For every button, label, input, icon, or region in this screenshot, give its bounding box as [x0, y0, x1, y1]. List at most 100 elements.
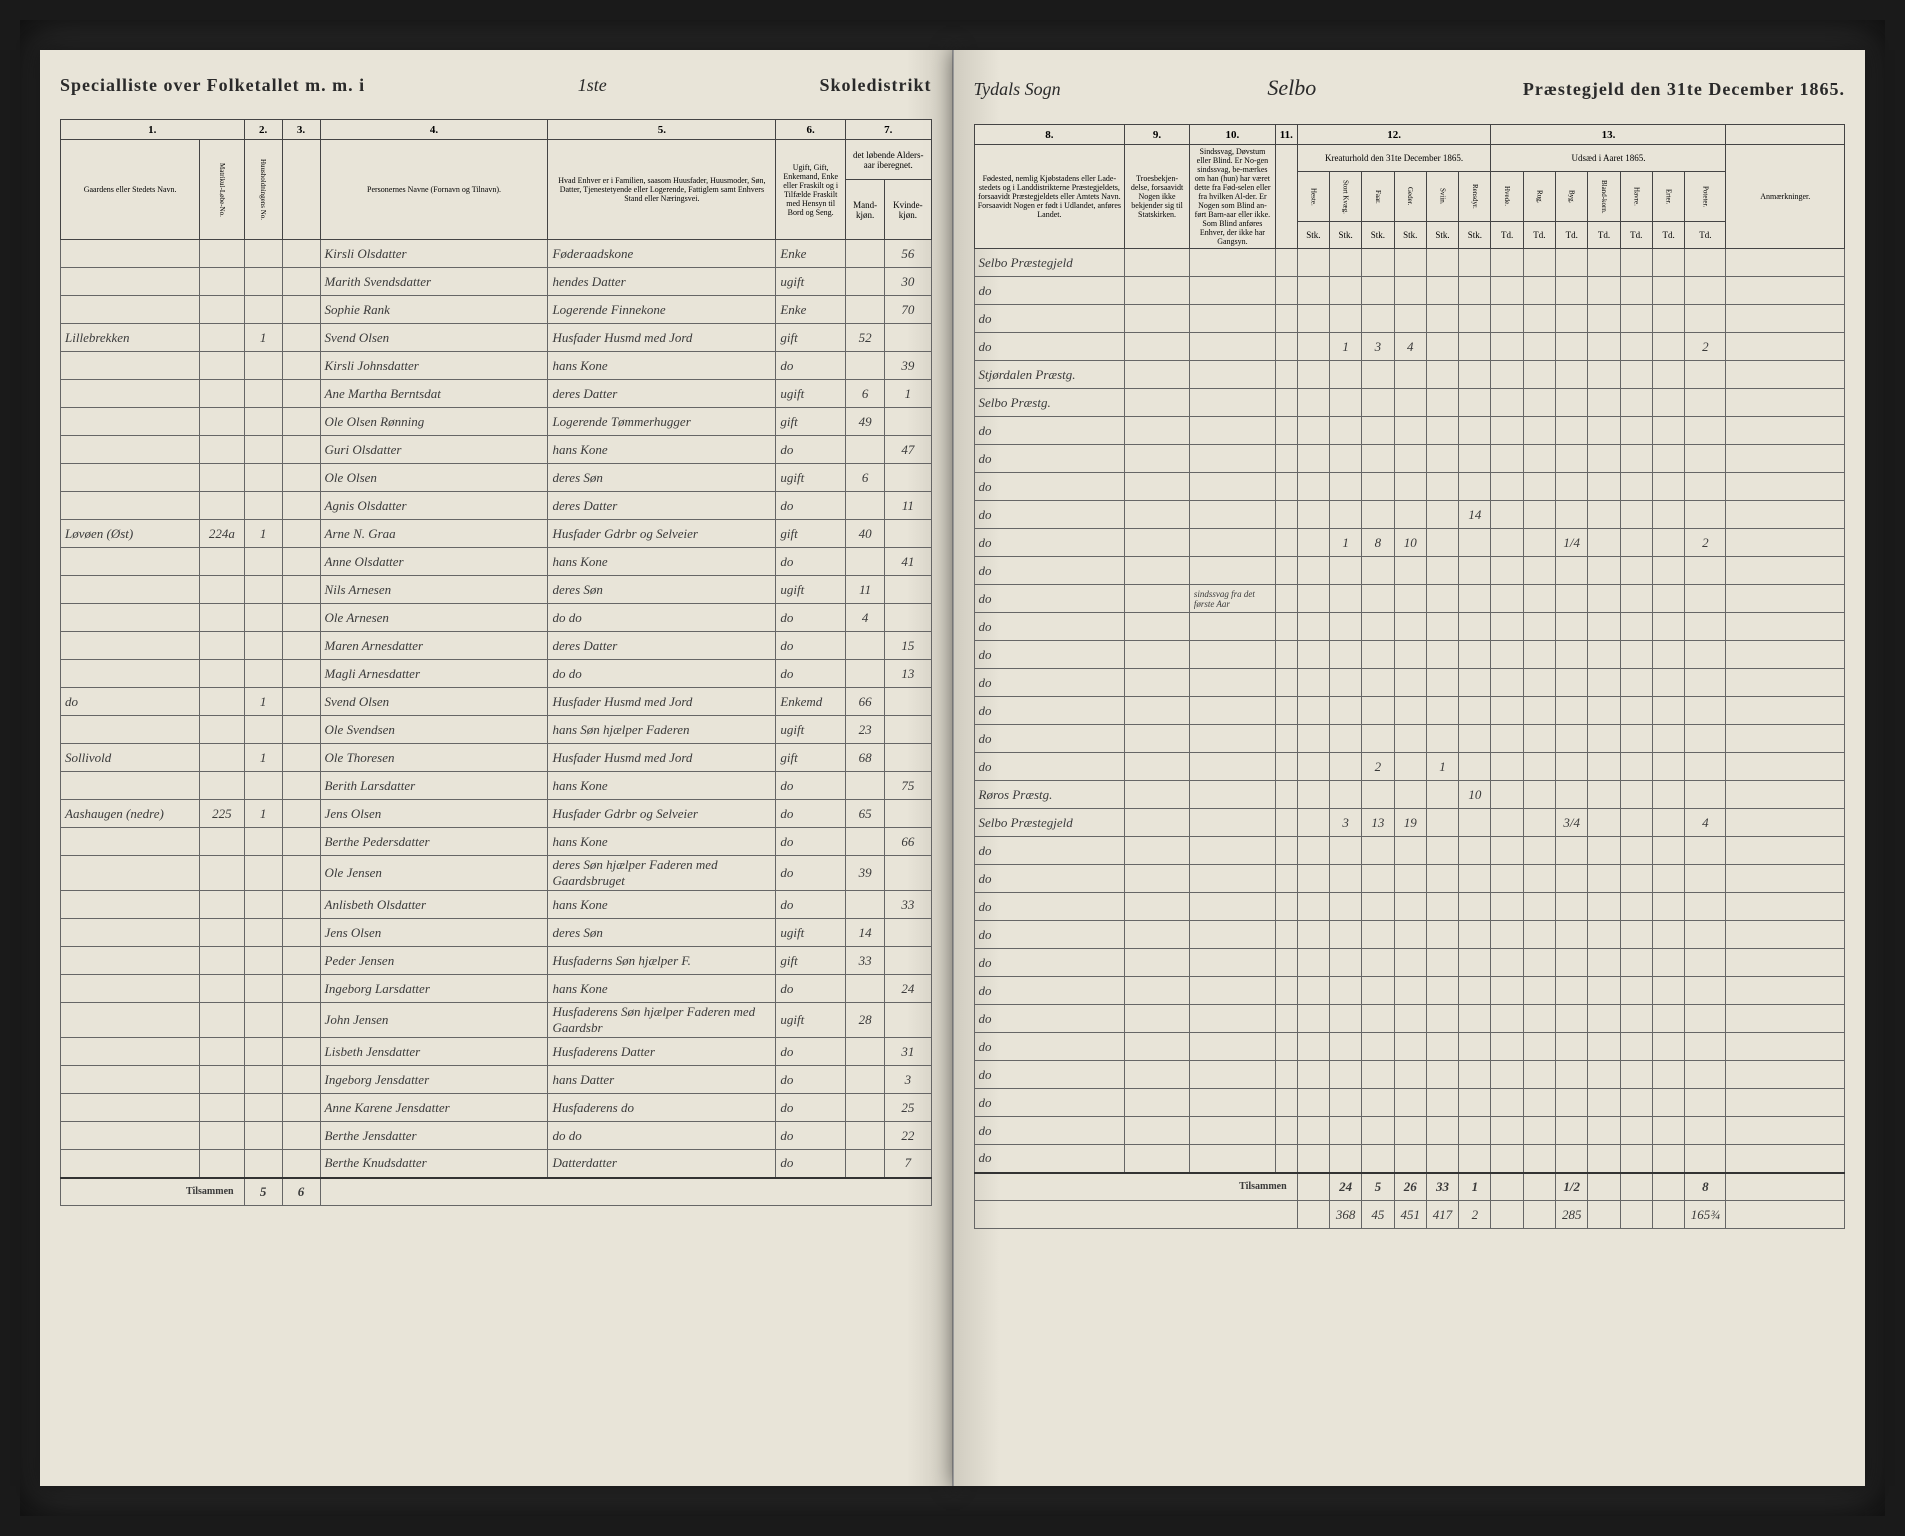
cell-11	[1275, 1117, 1297, 1145]
h-tro: Troesbekjen-delse, forsaavidt Nogen ikke…	[1125, 145, 1190, 249]
cell-k	[1459, 725, 1491, 753]
cell-u	[1588, 1033, 1620, 1061]
cell-u	[1556, 669, 1588, 697]
cell-k	[1426, 949, 1458, 977]
cell-k	[1297, 725, 1329, 753]
cell-gaard	[61, 352, 200, 380]
cell-k	[1394, 417, 1426, 445]
cell-k	[1394, 1145, 1426, 1173]
cell-u	[1588, 473, 1620, 501]
unit3: Stk.	[1362, 222, 1394, 249]
cell-k	[1297, 921, 1329, 949]
cell-kk: 3	[885, 1066, 931, 1094]
cell-navn: Kirsli Olsdatter	[320, 240, 548, 268]
cell-u	[1556, 249, 1588, 277]
cell-fam: Husfaderens Datter	[548, 1038, 776, 1066]
cell-tro	[1125, 1145, 1190, 1173]
cell-fsted: do	[974, 557, 1125, 585]
cell-u	[1523, 1061, 1555, 1089]
u-rug: Rug.	[1523, 172, 1555, 222]
cell-fam: hans Kone	[548, 772, 776, 800]
cell-k	[1459, 865, 1491, 893]
cell-lno	[200, 1066, 244, 1094]
k-rens: Rensdyr.	[1459, 172, 1491, 222]
unit1: Stk.	[1297, 222, 1329, 249]
cell-k	[1394, 697, 1426, 725]
cell-k: 14	[1459, 501, 1491, 529]
cell-kk	[885, 408, 931, 436]
cell-anm	[1726, 809, 1845, 837]
cell-kk: 7	[885, 1150, 931, 1178]
tilsammen-label: Tilsammen	[61, 1178, 245, 1206]
cell-tro	[1125, 949, 1190, 977]
cell-gaard	[61, 828, 200, 856]
cell-pno	[282, 800, 320, 828]
cell-k	[1362, 725, 1394, 753]
cell-hno	[244, 1003, 282, 1038]
cell-mk: 6	[845, 464, 884, 492]
cell-fsted: do	[974, 893, 1125, 921]
table-row: do	[974, 977, 1845, 1005]
cell-11	[1275, 949, 1297, 977]
cell-u	[1556, 1089, 1588, 1117]
cell-u	[1588, 809, 1620, 837]
cell-k	[1426, 529, 1458, 557]
cell-u	[1588, 585, 1620, 613]
cell-k	[1426, 249, 1458, 277]
cell-hno	[244, 408, 282, 436]
cell-k	[1426, 361, 1458, 389]
cell-u	[1588, 501, 1620, 529]
cell-tro	[1125, 1061, 1190, 1089]
table-row: Sollivold 1 Ole Thoresen Husfader Husmd …	[61, 744, 932, 772]
cell-note	[1189, 1033, 1275, 1061]
cell-fam: Husfaderens do	[548, 1094, 776, 1122]
cell-u	[1523, 753, 1555, 781]
cell-anm	[1726, 1089, 1845, 1117]
cell-kk	[885, 947, 931, 975]
table-row: Kirsli Olsdatter Føderaadskone Enke 56	[61, 240, 932, 268]
cell-pno	[282, 919, 320, 947]
cell-kk: 70	[885, 296, 931, 324]
cell-u	[1523, 417, 1555, 445]
cell-k	[1329, 669, 1361, 697]
cell-gaard	[61, 604, 200, 632]
cell-gaard	[61, 240, 200, 268]
cell-fam: deres Datter	[548, 492, 776, 520]
cell-u	[1620, 697, 1652, 725]
cell-k	[1394, 1117, 1426, 1145]
cell-u	[1652, 1005, 1684, 1033]
cell-status: do	[776, 492, 846, 520]
cell-anm	[1726, 361, 1845, 389]
cell-u	[1491, 613, 1523, 641]
cell-hno	[244, 1122, 282, 1150]
cell-status: do	[776, 1038, 846, 1066]
cell-k	[1297, 333, 1329, 361]
table-row: Berith Larsdatter hans Kone do 75	[61, 772, 932, 800]
cell-u	[1685, 1061, 1726, 1089]
cell-gaard: do	[61, 688, 200, 716]
table-row: Agnis Olsdatter deres Datter do 11	[61, 492, 932, 520]
cell-k	[1362, 1117, 1394, 1145]
unit4: Stk.	[1394, 222, 1426, 249]
cell-u	[1652, 893, 1684, 921]
cell-u	[1652, 1117, 1684, 1145]
cell-k	[1459, 389, 1491, 417]
cell-kk: 15	[885, 632, 931, 660]
cell-k	[1459, 585, 1491, 613]
cell-anm	[1726, 865, 1845, 893]
cell-k	[1297, 389, 1329, 417]
cell-u	[1491, 977, 1523, 1005]
cell-note	[1189, 333, 1275, 361]
cell-u	[1652, 1145, 1684, 1173]
cell-navn: Marith Svendsdatter	[320, 268, 548, 296]
cell-u	[1491, 585, 1523, 613]
cell-k	[1297, 501, 1329, 529]
cell-kk: 24	[885, 975, 931, 1003]
cell-11	[1275, 781, 1297, 809]
cell-lno	[200, 296, 244, 324]
cell-k	[1297, 613, 1329, 641]
cell-k	[1394, 473, 1426, 501]
cell-k	[1362, 557, 1394, 585]
cell-k	[1329, 753, 1361, 781]
cell-k	[1459, 277, 1491, 305]
